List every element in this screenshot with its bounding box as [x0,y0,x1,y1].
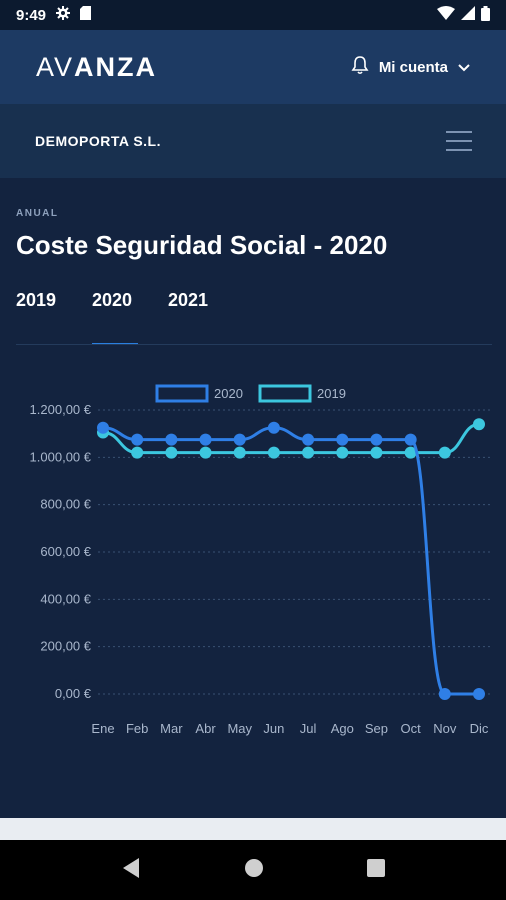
data-point-2020 [165,433,178,446]
legend-swatch [258,384,312,403]
x-tick-label: Sep [365,721,388,736]
sd-card-icon [80,6,92,24]
y-tick-label: 600,00 € [40,544,91,559]
y-tick-label: 200,00 € [40,639,91,654]
data-point-2020 [302,433,315,446]
data-point-2019 [336,446,349,459]
legend-swatch [155,384,209,403]
data-point-2020 [267,421,280,434]
x-tick-label: Mar [160,721,183,736]
content-bottom-strip [0,818,506,840]
data-point-2019 [165,446,178,459]
data-point-2019 [267,446,280,459]
y-tick-label: 0,00 € [55,686,92,701]
period-overline: ANUAL [16,208,59,219]
account-menu-button[interactable]: Mi cuenta [351,55,470,79]
x-tick-label: Nov [433,721,457,736]
x-tick-label: May [227,721,252,736]
x-tick-label: Jun [263,721,284,736]
avanza-logo[interactable]: AV ANZA [36,52,157,83]
data-point-2019 [404,446,417,459]
y-tick-label: 1.200,00 € [30,402,92,417]
data-point-2020 [473,688,485,700]
tabs-divider [16,344,492,345]
data-point-2020 [438,688,451,700]
legend-label: 2020 [214,386,243,401]
data-point-2019 [199,446,212,459]
x-tick-label: Abr [195,721,216,736]
page-title: Coste Seguridad Social - 2020 [16,230,388,260]
logo-bold-part: ANZA [74,51,158,82]
line-chart: 0,00 € 200,00 € 400,00 € 600,00 € 800,00 € 1.… [30,384,492,736]
x-tick-label: Ene [91,721,114,736]
data-point-2019 [302,446,315,459]
settings-icon [56,6,71,24]
x-tick-label: Feb [126,721,148,736]
data-point-2020 [233,433,246,446]
data-point-2019 [438,446,451,459]
data-point-2019 [370,446,383,459]
y-tick-label: 400,00 € [40,591,91,606]
tab-2021[interactable]: 2021 [168,290,209,310]
app-header: AV ANZA Mi cuenta [0,30,506,104]
recents-icon[interactable] [366,858,385,882]
chevron-down-icon [458,59,470,76]
data-point-2020 [97,421,109,434]
year-tabs: 2019 2020 2021 [16,290,244,345]
tab-2020[interactable]: 2020 [92,290,168,345]
battery-icon [481,5,490,25]
data-point-2020 [370,433,383,446]
status-time: 9:49 [16,6,47,24]
x-tick-label: Jul [300,721,317,736]
hamburger-menu-icon[interactable] [446,131,472,151]
data-point-2020 [131,433,144,446]
logo-light-part: AV [36,51,75,82]
home-icon[interactable] [244,858,264,883]
data-point-2020 [404,433,417,446]
company-bar: DEMOPORTA S.L. [0,104,506,178]
legend-label: 2019 [317,386,346,401]
x-tick-label: Dic [470,721,489,736]
data-point-2019 [473,418,485,431]
status-bar: 9:49 [0,0,506,30]
y-tick-label: 1.000,00 € [30,449,92,464]
data-point-2019 [131,446,144,459]
y-tick-label: 800,00 € [40,497,91,512]
android-nav-bar [0,840,506,900]
data-point-2019 [233,446,246,459]
main-content: ANUAL Coste Seguridad Social - 2020 2019… [0,178,506,818]
company-name: DEMOPORTA S.L. [35,133,161,149]
tab-2019[interactable]: 2019 [16,290,57,310]
x-tick-label: Ago [331,721,354,736]
data-point-2020 [199,433,212,446]
series-line-2020 [102,426,479,696]
signal-icon [461,6,475,24]
wifi-icon [437,6,455,24]
x-tick-label: Oct [401,721,422,736]
bell-icon[interactable] [351,55,369,79]
account-label: Mi cuenta [378,58,448,76]
data-point-2020 [336,433,349,446]
back-icon[interactable] [121,857,141,884]
